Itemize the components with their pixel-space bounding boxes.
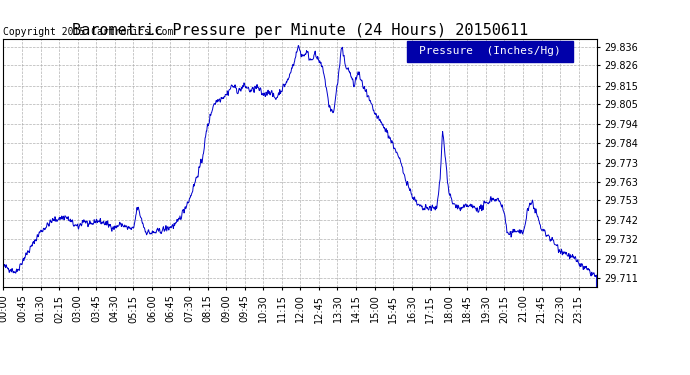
Bar (407, 40, 573, 62)
Title: Barometric Pressure per Minute (24 Hours) 20150611: Barometric Pressure per Minute (24 Hours… (72, 23, 529, 38)
Text: Pressure  (Inches/Hg): Pressure (Inches/Hg) (419, 46, 561, 56)
Text: Copyright 2015 Cartronics.com: Copyright 2015 Cartronics.com (3, 27, 174, 37)
